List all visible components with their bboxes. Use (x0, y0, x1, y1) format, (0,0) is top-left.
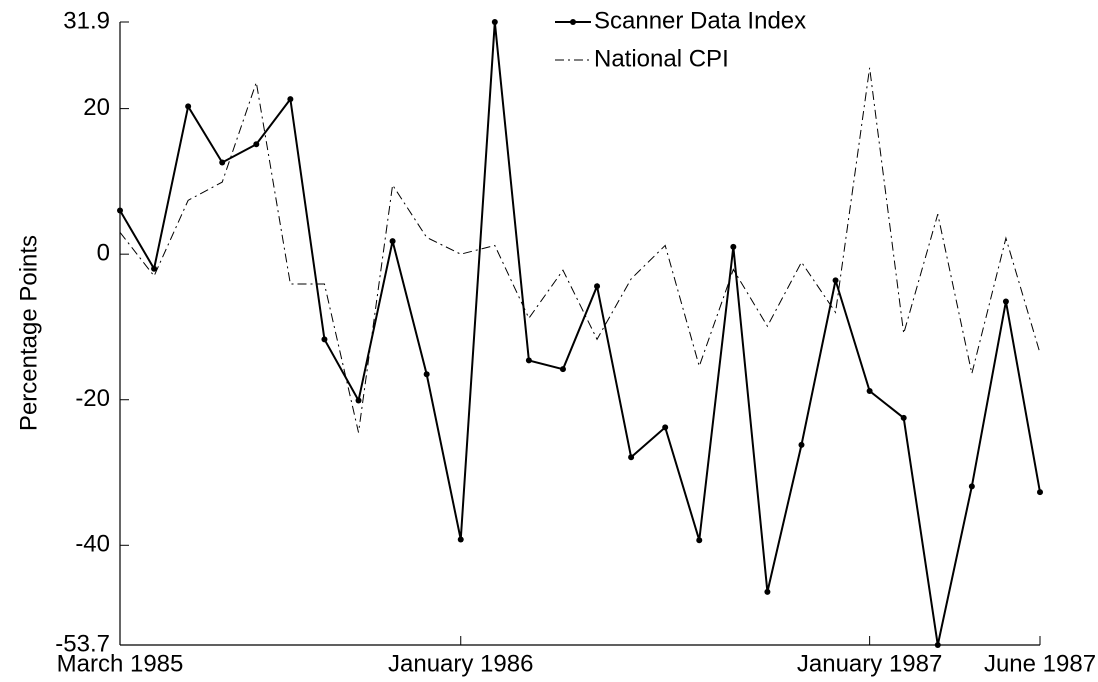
point (764, 588, 771, 595)
x-tick-label: January 1987 (797, 650, 942, 677)
point (219, 159, 226, 166)
point (798, 441, 805, 448)
point (355, 397, 362, 404)
x-tick-label: June 1987 (984, 650, 1096, 677)
point (287, 96, 294, 103)
point (253, 141, 260, 148)
point (389, 238, 396, 245)
y-tick-label: -40 (75, 531, 110, 558)
x-tick-label: January 1986 (388, 650, 533, 677)
x-tick-label: March 1985 (57, 650, 184, 677)
point (457, 536, 464, 543)
point (321, 336, 328, 343)
point (730, 243, 737, 250)
point (832, 277, 839, 284)
y-tick-label: 0 (97, 240, 110, 267)
point (423, 371, 430, 378)
point (968, 483, 975, 490)
series-line (119, 21, 1041, 646)
y-tick-label: 31.9 (63, 7, 110, 34)
point (628, 454, 635, 461)
point (151, 265, 158, 272)
point (594, 283, 601, 290)
y-tick-label: 20 (83, 94, 110, 121)
legend-label: Scanner Data Index (594, 7, 806, 34)
series-line (119, 67, 1041, 433)
point (662, 424, 669, 431)
legend-label: National CPI (594, 45, 729, 72)
point (491, 19, 498, 25)
point (525, 357, 532, 364)
y-tick-label: -20 (75, 385, 110, 412)
point (866, 387, 873, 394)
y-axis-label: Percentage Points (15, 235, 42, 431)
point (1002, 298, 1009, 305)
y-tick-label: -53.7 (55, 630, 110, 657)
point (117, 207, 123, 214)
point (1037, 489, 1043, 496)
point (559, 366, 566, 373)
legend-marker (570, 19, 576, 25)
point (934, 642, 941, 648)
point (900, 414, 907, 421)
point (696, 537, 703, 544)
point (185, 103, 192, 110)
